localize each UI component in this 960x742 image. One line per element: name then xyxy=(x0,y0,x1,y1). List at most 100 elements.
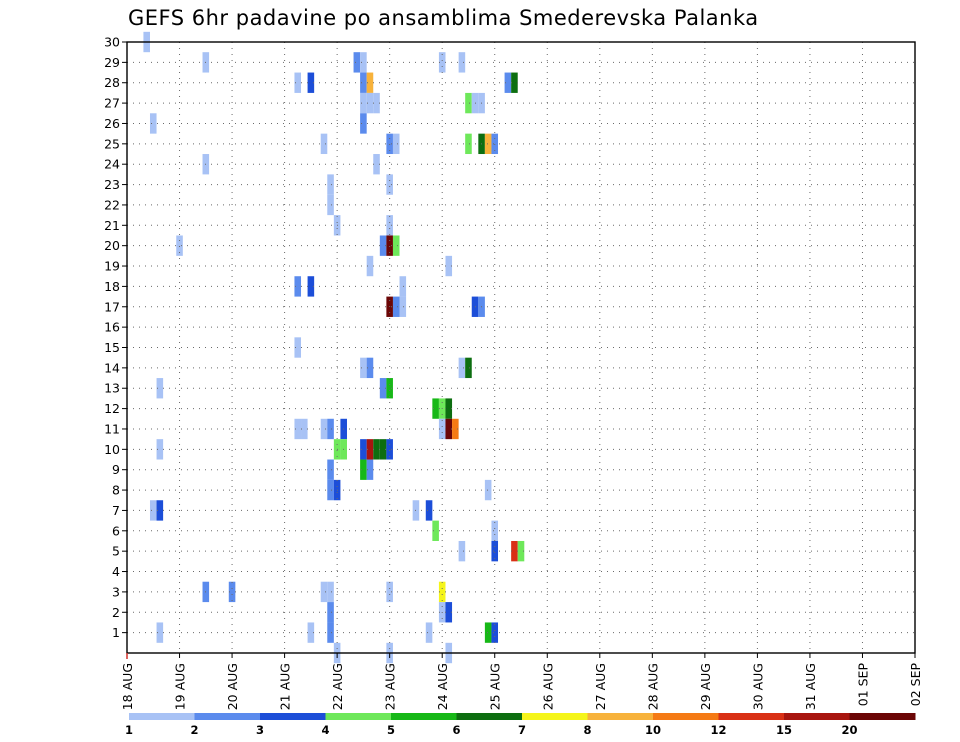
y-axis: 1234567891011121314151617181920212223242… xyxy=(104,35,127,640)
heatmap-cell xyxy=(491,622,499,643)
y-tick-label: 18 xyxy=(104,279,120,294)
heatmap-cell xyxy=(445,418,453,440)
heatmap-cell xyxy=(386,581,393,603)
heatmap-cell xyxy=(373,92,380,114)
heatmap-cell xyxy=(156,622,164,643)
x-tick-label: 27 AUG xyxy=(593,663,608,710)
heatmap-cell xyxy=(360,459,367,480)
legend-swatch xyxy=(522,713,588,720)
heatmap-cell xyxy=(320,418,328,440)
x-tick-label: 18 AUG xyxy=(120,663,135,710)
x-tick-label: 24 AUG xyxy=(435,663,450,710)
heatmap-cell xyxy=(386,439,393,460)
heatmap-cell xyxy=(366,72,374,93)
heatmap-cell xyxy=(386,133,393,155)
legend-label: 4 xyxy=(321,723,329,737)
x-tick-label: 21 AUG xyxy=(278,663,293,710)
legend-label: 3 xyxy=(256,723,264,737)
heatmap-cell xyxy=(327,194,334,216)
heatmap-cell xyxy=(360,72,367,93)
heatmap-cell xyxy=(392,235,400,256)
heatmap-cell xyxy=(484,133,492,155)
heatmap-cell xyxy=(327,602,334,623)
heatmap-cell xyxy=(360,52,367,73)
heatmap-cell xyxy=(373,439,380,460)
heatmap-cell xyxy=(327,479,334,501)
heatmap-cell xyxy=(360,113,367,134)
heatmap-cell xyxy=(452,418,459,440)
legend-swatch xyxy=(587,713,654,720)
heatmap-cell xyxy=(425,622,433,643)
legend-label: 12 xyxy=(710,723,726,737)
y-tick-label: 16 xyxy=(104,320,120,335)
y-tick-label: 22 xyxy=(104,197,120,212)
heatmap-cell xyxy=(438,581,446,603)
heatmap-cell xyxy=(373,154,380,175)
x-tick-label: 29 AUG xyxy=(698,663,713,710)
heatmap-cell xyxy=(432,520,439,541)
y-tick-label: 24 xyxy=(104,157,120,172)
y-tick-label: 1 xyxy=(112,625,120,640)
legend-label: 1 xyxy=(125,723,133,737)
heatmap-cell xyxy=(307,276,315,297)
y-tick-label: 29 xyxy=(104,55,120,70)
heatmap-cell xyxy=(491,520,499,541)
heatmap-cell xyxy=(465,357,472,379)
y-tick-label: 26 xyxy=(104,116,120,131)
y-tick-label: 5 xyxy=(112,544,120,559)
y-tick-label: 20 xyxy=(104,238,120,253)
heatmap-cell xyxy=(360,439,367,460)
heatmap-cell xyxy=(484,622,492,643)
heatmap-cell xyxy=(327,459,334,480)
y-tick-label: 27 xyxy=(104,96,120,111)
legend-swatch xyxy=(718,713,785,720)
heatmap-cell xyxy=(379,378,387,399)
legend-label: 5 xyxy=(387,723,395,737)
heatmap-cell xyxy=(307,72,315,93)
heatmap-cell xyxy=(360,357,367,379)
y-tick-label: 8 xyxy=(112,483,120,498)
color-legend: 1 2 3 4 5 6 7 8 10 12 15 20 xyxy=(125,713,916,737)
heatmap-cell xyxy=(484,479,492,501)
heatmap-cell xyxy=(149,113,157,134)
heatmap-cell xyxy=(294,337,302,358)
heatmap-cell xyxy=(517,540,525,562)
legend-label: 10 xyxy=(645,723,661,737)
heatmap-cell xyxy=(366,92,374,114)
heatmap-cell xyxy=(379,439,387,460)
legend-swatch xyxy=(849,713,916,720)
heatmap-cell xyxy=(438,418,446,440)
heatmap-cell xyxy=(445,398,453,419)
heatmap-cell xyxy=(386,215,393,236)
x-tick-label: 01 SEP xyxy=(855,663,870,707)
x-tick-label: 30 AUG xyxy=(750,663,765,710)
legend-swatch xyxy=(456,713,523,720)
heatmap-cell xyxy=(445,602,453,623)
heatmap-cell xyxy=(320,133,328,155)
heatmap-cell xyxy=(386,378,393,399)
heatmap-cell xyxy=(379,235,387,256)
heatmap-cell xyxy=(511,540,518,562)
heatmap-cell xyxy=(156,439,164,460)
heatmap-cell xyxy=(228,581,236,603)
heatmap-cell xyxy=(149,500,157,521)
y-tick-label: 13 xyxy=(104,381,120,396)
heatmap-cell xyxy=(176,235,183,256)
heatmap-cell xyxy=(353,52,361,73)
heatmap-cell xyxy=(360,92,367,114)
y-tick-label: 3 xyxy=(112,584,120,599)
x-tick-label: 28 AUG xyxy=(645,663,660,710)
legend-swatch xyxy=(129,713,195,720)
y-tick-label: 11 xyxy=(104,421,120,436)
heatmap-cell xyxy=(366,357,374,379)
heatmap-cell xyxy=(458,357,466,379)
heatmap-cell xyxy=(294,276,302,297)
legend-swatch xyxy=(194,713,261,720)
heatmap-cell xyxy=(294,418,302,440)
y-tick-label: 2 xyxy=(112,605,120,620)
x-tick-label: 23 AUG xyxy=(383,663,398,710)
heatmap-cell xyxy=(327,622,334,643)
legend-swatch xyxy=(784,713,850,720)
legend-swatch xyxy=(653,713,719,720)
y-tick-label: 9 xyxy=(112,462,120,477)
